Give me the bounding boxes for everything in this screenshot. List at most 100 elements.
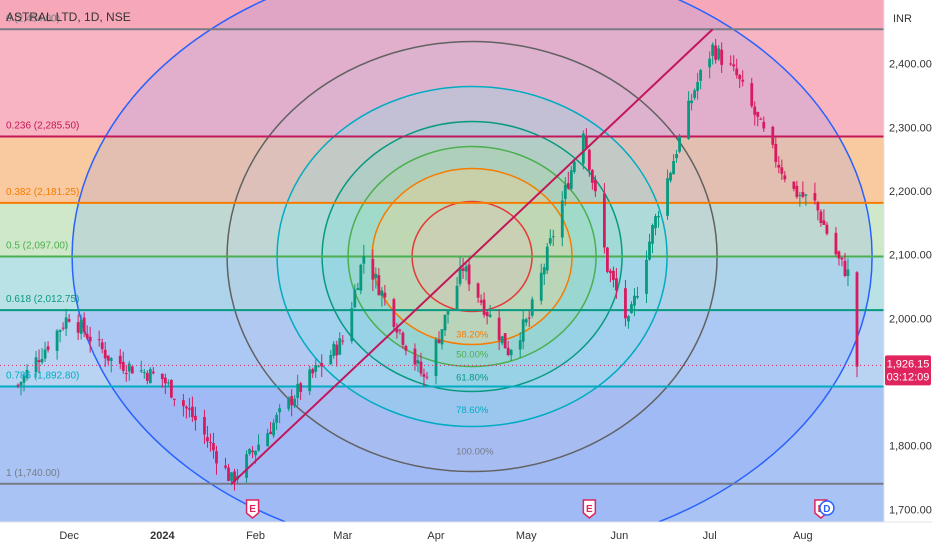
- candle-body: [461, 268, 465, 271]
- plot-area[interactable]: 0 (2,454.00) 0.236 (2,285.50) 0.382 (2,181…: [0, 0, 884, 550]
- candle-body: [795, 185, 799, 197]
- event-markers[interactable]: EEED: [245, 499, 835, 519]
- candle-body: [654, 216, 657, 229]
- candle-body: [843, 260, 847, 276]
- candle-body: [581, 133, 585, 164]
- event-marker-E: E: [245, 499, 260, 519]
- candle-body: [846, 269, 850, 276]
- candle-body: [194, 415, 197, 421]
- currency-label[interactable]: INR: [893, 13, 912, 25]
- candle-body: [166, 382, 170, 384]
- candle-body: [590, 169, 594, 183]
- candle-body: [735, 68, 739, 76]
- candle-body: [584, 136, 588, 148]
- candle-body: [624, 288, 627, 319]
- fib-circle-label: 78.60%: [456, 405, 489, 416]
- candle-body: [404, 345, 408, 351]
- candle-body: [738, 74, 742, 80]
- candle-body: [82, 317, 86, 333]
- candle-body: [356, 288, 360, 291]
- dividend-icon: [819, 500, 835, 516]
- candle-body: [335, 344, 339, 356]
- candle-body: [209, 442, 212, 444]
- candle-body: [750, 83, 754, 107]
- candle-body: [25, 369, 29, 378]
- candle-body: [248, 449, 251, 454]
- candle-body: [185, 406, 188, 409]
- y-tick-label: 2,400.00: [889, 59, 932, 71]
- candle-body: [419, 361, 423, 374]
- x-tick-label: May: [516, 530, 537, 542]
- candle-body: [278, 408, 282, 413]
- candle-body: [503, 333, 507, 349]
- fib-level-label: 1 (1,740.00): [6, 468, 60, 479]
- candle-body: [440, 329, 444, 345]
- candle-body: [545, 246, 549, 271]
- candle-body: [720, 49, 724, 65]
- fib-circle-label: 61.80%: [456, 373, 489, 384]
- earnings-icon: [245, 499, 260, 519]
- candle-body: [606, 247, 609, 272]
- band-0.382: [0, 136, 884, 203]
- countdown-label: 03:12:09: [887, 371, 930, 383]
- y-tick-label: 1,800.00: [889, 441, 932, 453]
- x-tick-label: Jun: [611, 530, 629, 542]
- candle-body: [121, 361, 125, 371]
- candle-body: [756, 112, 760, 117]
- candle-body: [666, 178, 669, 216]
- candle-body: [55, 330, 59, 351]
- candle-body: [434, 339, 438, 376]
- candle-body: [759, 118, 763, 120]
- candle-body: [636, 296, 639, 298]
- candle-body: [792, 181, 796, 189]
- x-tick-label: Dec: [59, 530, 79, 542]
- candle-body: [395, 328, 399, 333]
- candle-body: [777, 164, 781, 168]
- candle-body: [527, 317, 531, 319]
- candle-body: [714, 45, 718, 60]
- candle-body: [648, 241, 651, 260]
- candle-body: [464, 266, 468, 272]
- x-tick-label: Aug: [793, 530, 813, 542]
- x-tick-label: Feb: [246, 530, 265, 542]
- candle-body: [392, 299, 396, 327]
- candle-body: [109, 358, 113, 362]
- candle-body: [188, 408, 191, 410]
- candle-body: [762, 121, 766, 129]
- candle-body: [509, 349, 513, 356]
- candle-body: [314, 365, 318, 372]
- candle-body: [169, 379, 173, 398]
- candle-body: [269, 431, 273, 435]
- symbol-title[interactable]: ASTRAL LTD, 1D, NSE: [6, 10, 131, 24]
- candle-body: [299, 383, 303, 392]
- fib-level-label: 0.5 (2,097.00): [6, 241, 68, 252]
- candle-body: [732, 64, 736, 67]
- y-tick-label: 1,700.00: [889, 504, 932, 516]
- x-tick-label: Jul: [703, 530, 717, 542]
- time-scale[interactable]: [0, 522, 932, 550]
- candle-body: [203, 417, 206, 435]
- candle-body: [40, 358, 44, 363]
- candle-body: [230, 472, 233, 481]
- candle-body: [329, 354, 333, 365]
- candle-body: [717, 48, 721, 60]
- candle-body: [542, 267, 546, 275]
- candle-body: [819, 211, 823, 223]
- candle-body: [500, 336, 504, 344]
- band-0.5: [0, 202, 884, 257]
- fib-circle-label: 100.00%: [456, 446, 494, 457]
- candle-body: [804, 194, 808, 196]
- event-marker-D: D: [819, 500, 835, 516]
- candle-body: [678, 136, 681, 152]
- fib-level-label: 0.236 (2,285.50): [6, 121, 79, 132]
- last-price-label: 1,926.15: [887, 358, 930, 370]
- band-top: [0, 0, 884, 30]
- price-scale[interactable]: [884, 0, 932, 522]
- candle-body: [148, 369, 152, 384]
- candle-body: [371, 259, 375, 280]
- fib-trend-line[interactable]: [230, 28, 714, 485]
- candle-body: [774, 143, 778, 162]
- event-marker-letter: E: [249, 504, 256, 515]
- candle-body: [103, 349, 107, 359]
